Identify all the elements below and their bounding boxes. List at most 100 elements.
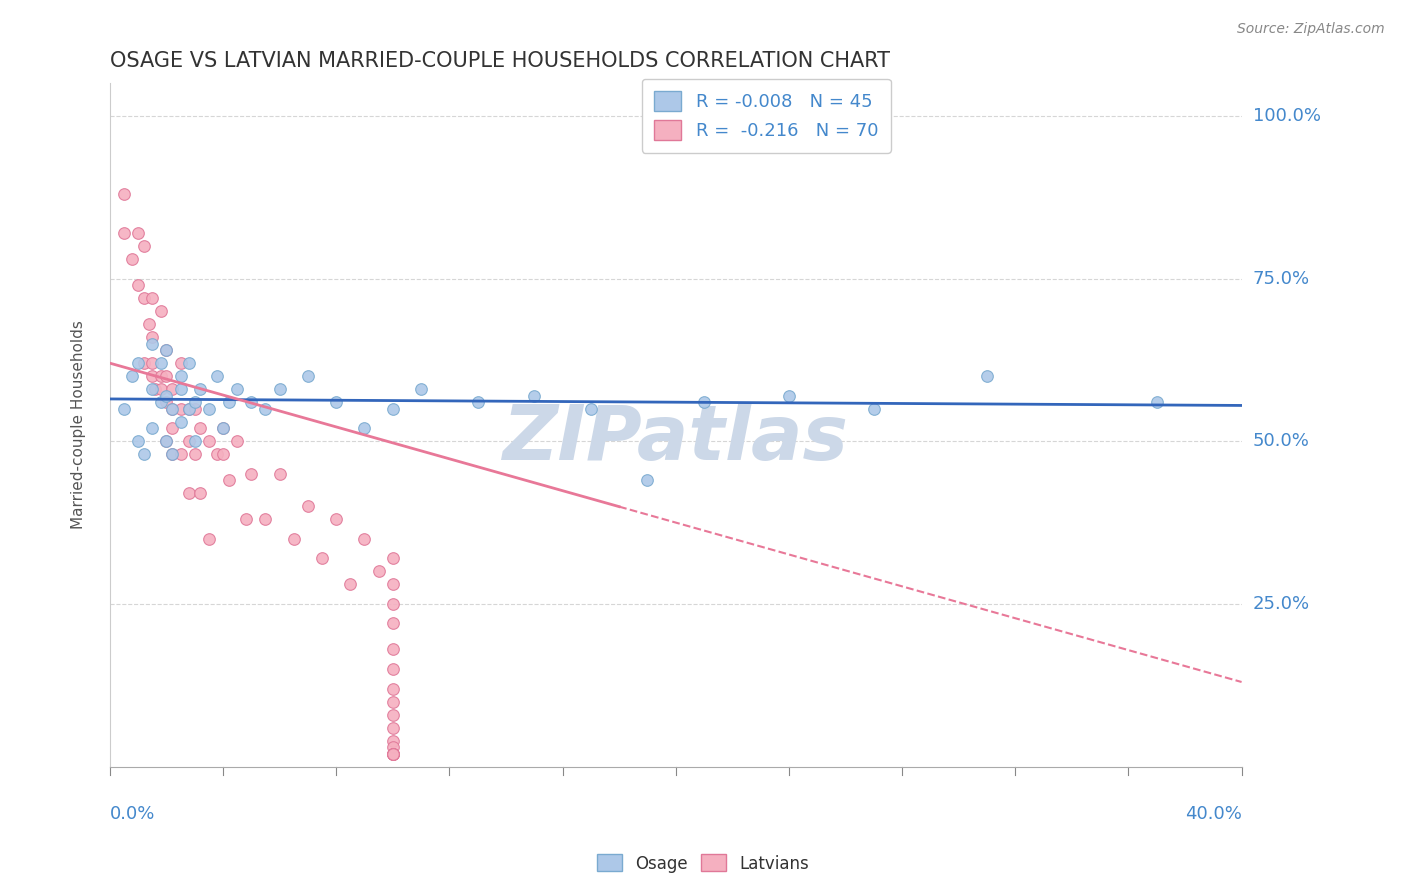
Point — [381, 642, 404, 657]
Point — [184, 401, 207, 416]
Point — [155, 369, 177, 384]
Point — [177, 401, 200, 416]
Point — [169, 415, 191, 429]
Point — [127, 434, 149, 449]
Point — [132, 447, 155, 461]
Point — [149, 356, 172, 370]
Point — [218, 395, 240, 409]
Point — [381, 577, 404, 591]
Point — [190, 486, 212, 500]
Point — [160, 401, 183, 416]
Point — [269, 382, 291, 396]
Point — [149, 304, 172, 318]
Point — [127, 356, 149, 370]
Point — [132, 239, 155, 253]
Point — [127, 278, 149, 293]
Text: 0.0%: 0.0% — [110, 805, 155, 823]
Point — [132, 291, 155, 305]
Point — [190, 421, 212, 435]
Point — [198, 401, 221, 416]
Point — [149, 382, 172, 396]
Point — [381, 662, 404, 676]
Point — [155, 389, 177, 403]
Point — [149, 369, 172, 384]
Point — [636, 473, 658, 487]
Point — [169, 401, 191, 416]
Point — [409, 382, 432, 396]
Point — [207, 447, 229, 461]
Point — [693, 395, 716, 409]
Point — [155, 343, 177, 358]
Point — [254, 512, 277, 526]
Point — [155, 395, 177, 409]
Point — [177, 486, 200, 500]
Point — [155, 434, 177, 449]
Point — [1146, 395, 1168, 409]
Point — [112, 401, 135, 416]
Point — [240, 395, 263, 409]
Text: Source: ZipAtlas.com: Source: ZipAtlas.com — [1237, 22, 1385, 37]
Text: OSAGE VS LATVIAN MARRIED-COUPLE HOUSEHOLDS CORRELATION CHART: OSAGE VS LATVIAN MARRIED-COUPLE HOUSEHOL… — [110, 51, 890, 70]
Point — [141, 382, 163, 396]
Point — [226, 382, 249, 396]
Point — [121, 369, 143, 384]
Point — [112, 226, 135, 240]
Point — [862, 401, 884, 416]
Point — [381, 747, 404, 761]
Point — [353, 421, 375, 435]
Point — [177, 356, 200, 370]
Text: 25.0%: 25.0% — [1253, 595, 1310, 613]
Point — [155, 343, 177, 358]
Point — [160, 401, 183, 416]
Point — [381, 733, 404, 747]
Point — [169, 382, 191, 396]
Point — [325, 512, 347, 526]
Point — [177, 434, 200, 449]
Text: 100.0%: 100.0% — [1253, 107, 1320, 125]
Text: 40.0%: 40.0% — [1185, 805, 1241, 823]
Point — [177, 401, 200, 416]
Point — [212, 447, 235, 461]
Point — [121, 252, 143, 266]
Point — [297, 369, 319, 384]
Point — [169, 447, 191, 461]
Point — [143, 382, 166, 396]
Point — [254, 401, 277, 416]
Point — [381, 401, 404, 416]
Point — [160, 447, 183, 461]
Point — [138, 317, 160, 331]
Point — [235, 512, 257, 526]
Point — [381, 747, 404, 761]
Text: ZIPatlas: ZIPatlas — [503, 401, 849, 475]
Point — [297, 500, 319, 514]
Point — [155, 434, 177, 449]
Point — [381, 551, 404, 566]
Point — [190, 382, 212, 396]
Point — [283, 532, 305, 546]
Point — [311, 551, 333, 566]
Point — [149, 395, 172, 409]
Point — [381, 694, 404, 708]
Point — [218, 473, 240, 487]
Point — [198, 532, 221, 546]
Point — [381, 597, 404, 611]
Point — [240, 467, 263, 481]
Point — [467, 395, 489, 409]
Legend: Osage, Latvians: Osage, Latvians — [591, 847, 815, 880]
Point — [141, 291, 163, 305]
Text: 75.0%: 75.0% — [1253, 269, 1310, 287]
Point — [325, 395, 347, 409]
Point — [160, 382, 183, 396]
Point — [184, 447, 207, 461]
Point — [226, 434, 249, 449]
Point — [381, 616, 404, 631]
Point — [141, 356, 163, 370]
Point — [381, 721, 404, 735]
Point — [132, 356, 155, 370]
Point — [367, 565, 389, 579]
Point — [381, 681, 404, 696]
Point — [160, 447, 183, 461]
Point — [381, 747, 404, 761]
Point — [269, 467, 291, 481]
Point — [141, 330, 163, 344]
